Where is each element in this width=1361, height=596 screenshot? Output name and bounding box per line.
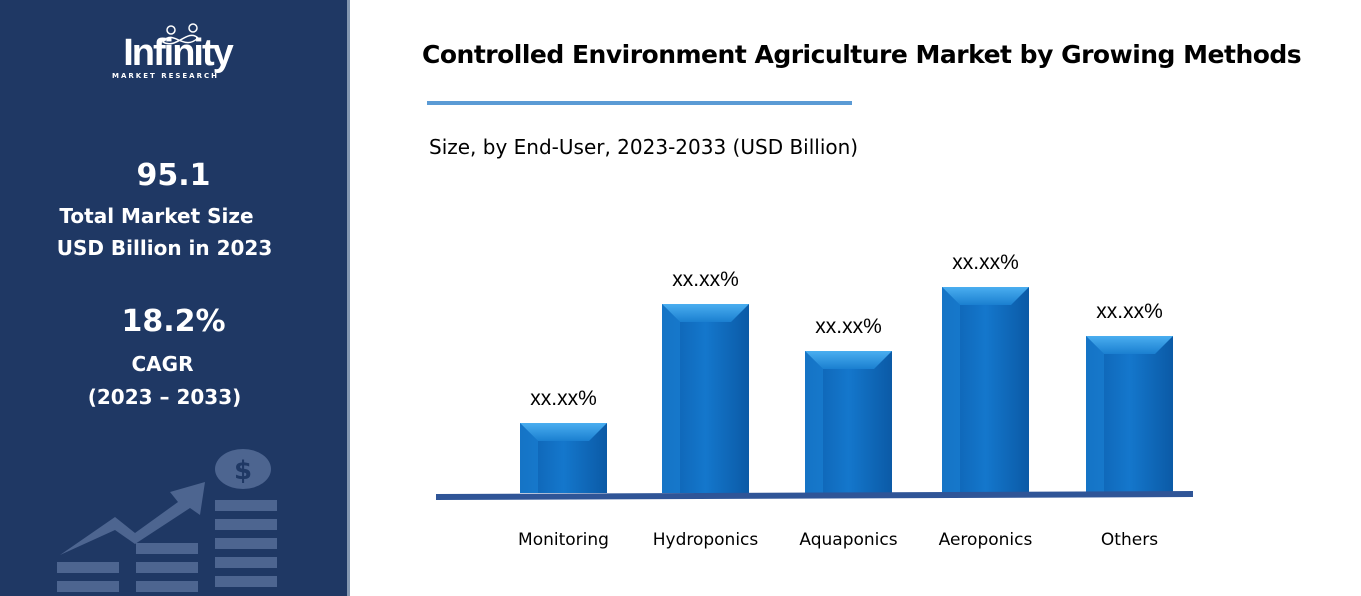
sidebar-border — [347, 0, 350, 596]
category-label: Aeroponics — [939, 530, 1033, 550]
data-label: xx.xx% — [952, 251, 1019, 274]
bar-bevel — [662, 304, 749, 322]
market-size-label: Total Market Size — [59, 204, 254, 228]
category-label: Others — [1101, 530, 1158, 550]
category-label: Monitoring — [518, 530, 609, 550]
logo-subtext: MARKET RESEARCH — [112, 72, 219, 80]
market-size-value: 95.1 — [136, 158, 211, 193]
bar-bevel — [805, 351, 823, 493]
cagr-period: (2023 – 2033) — [87, 385, 242, 409]
logo-text: Infinity — [123, 32, 234, 74]
data-label: xx.xx% — [672, 268, 739, 291]
cagr-label: CAGR — [131, 352, 194, 376]
svg-text:$: $ — [234, 456, 252, 486]
data-label: xx.xx% — [815, 315, 882, 338]
data-label: xx.xx% — [1096, 300, 1163, 323]
bar-bevel — [520, 423, 607, 441]
chart-title: Controlled Environment Agriculture Marke… — [422, 40, 1302, 69]
chart-subtitle: Size, by End-User, 2023-2033 (USD Billio… — [429, 135, 859, 159]
category-label: Hydroponics — [653, 530, 759, 550]
infinity-logo — [161, 23, 200, 45]
category-label: Aquaponics — [799, 530, 897, 550]
market-size-unit: USD Billion in 2023 — [56, 236, 273, 260]
bar-bevel — [520, 423, 538, 493]
cagr-value: 18.2% — [121, 304, 226, 339]
title-underline — [427, 101, 852, 105]
bar-bevel — [1086, 336, 1173, 354]
sidebar: Infinity MARKET RESEARCH 95.1 Total Mark… — [0, 0, 347, 596]
bar-bevel — [805, 351, 892, 369]
growth-chart-dollar-icon: $ — [57, 449, 277, 592]
x-axis-line — [436, 491, 1193, 500]
data-label: xx.xx% — [530, 387, 597, 410]
bar-bevel — [662, 304, 680, 493]
bar-bevel — [942, 287, 1029, 305]
bar-bevel — [942, 287, 960, 493]
bar-bevel — [1086, 336, 1104, 493]
